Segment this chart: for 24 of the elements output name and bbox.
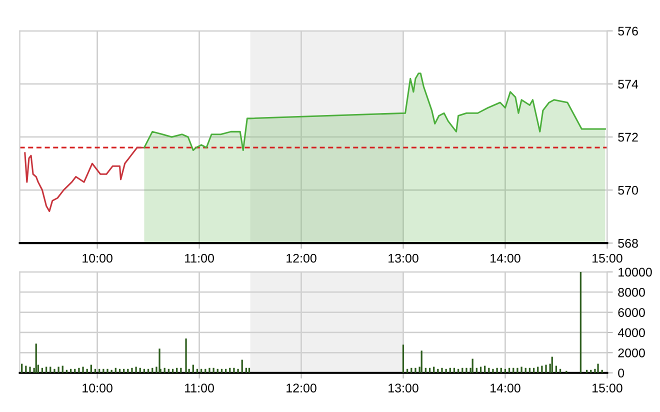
x-tick-label: 13:00 <box>388 384 418 392</box>
y-tick-label: 572 <box>618 132 638 142</box>
y-tick-label: 8000 <box>618 288 645 297</box>
x-tick-label: 13:00 <box>388 254 418 263</box>
x-tick-label: 12:00 <box>286 254 316 263</box>
y-tick-label: 2000 <box>618 348 645 358</box>
y-tick-label: 570 <box>618 186 638 195</box>
y-tick-label: 574 <box>618 80 638 89</box>
x-tick-label: 11:00 <box>185 384 214 392</box>
x-tick-label: 10:00 <box>82 254 112 263</box>
x-tick-label: 15:00 <box>592 384 622 392</box>
x-tick-label: 14:00 <box>490 254 520 263</box>
y-tick-label: 10000 <box>618 268 652 277</box>
y-tick-label: 6000 <box>618 308 645 317</box>
y-tick-label: 4000 <box>618 328 645 338</box>
y-tick-label: 576 <box>618 26 638 36</box>
y-tick-label: 568 <box>618 238 638 248</box>
x-tick-label: 15:00 <box>592 254 622 263</box>
x-tick-label: 14:00 <box>490 384 520 392</box>
line-series <box>24 146 145 212</box>
x-tick-label: 12:00 <box>286 384 316 392</box>
y-tick-label: 0 <box>618 368 624 378</box>
x-tick-label: 11:00 <box>185 254 214 263</box>
x-tick-label: 10:00 <box>82 384 112 392</box>
